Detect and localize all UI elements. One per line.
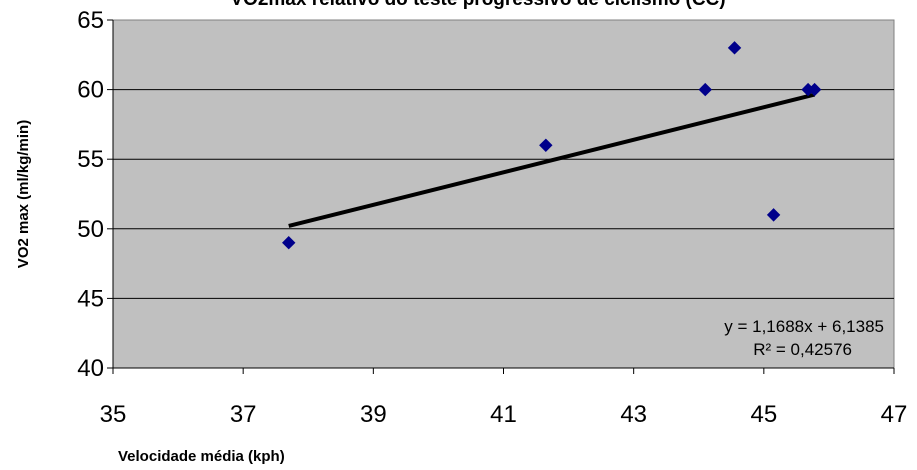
data-point bbox=[766, 208, 781, 222]
trendline bbox=[288, 92, 816, 228]
y-tick-label: 50 bbox=[77, 216, 104, 243]
data-point bbox=[807, 82, 822, 97]
x-tick-label: 39 bbox=[360, 401, 387, 428]
x-tick-labels: 35 37 39 41 43 45 47 bbox=[100, 401, 908, 428]
x-tick-label: 45 bbox=[750, 401, 777, 428]
axes bbox=[107, 19, 895, 374]
x-axis-title: Velocidade média (kph) bbox=[118, 448, 285, 465]
y-tick-labels: 40 45 50 55 60 65 bbox=[77, 7, 104, 382]
x-tick-label: 47 bbox=[881, 401, 908, 428]
x-tick-label: 37 bbox=[230, 401, 257, 428]
plot-area bbox=[112, 19, 895, 369]
data-point bbox=[282, 236, 296, 250]
y-tick-label: 40 bbox=[77, 355, 104, 382]
y-tick-label: 65 bbox=[77, 7, 104, 34]
trendline-equation: y = 1,1688x + 6,1385 bbox=[724, 317, 884, 336]
x-tick-label: 35 bbox=[100, 401, 127, 428]
trendline-r2: R² = 0,42576 bbox=[753, 340, 852, 359]
data-point bbox=[539, 138, 553, 152]
trendline-group bbox=[288, 92, 816, 228]
x-tick-label: 43 bbox=[620, 401, 647, 428]
data-points bbox=[282, 41, 822, 250]
y-tick-label: 45 bbox=[77, 285, 104, 312]
x-tick-label: 41 bbox=[490, 401, 517, 428]
y-axis-title: VO2 max (ml/kg/min) bbox=[15, 120, 32, 268]
y-tick-label: 55 bbox=[77, 146, 104, 173]
grid-lines bbox=[113, 89, 894, 299]
y-tick-label: 60 bbox=[77, 77, 104, 104]
data-point bbox=[698, 82, 712, 97]
data-point bbox=[727, 41, 742, 55]
